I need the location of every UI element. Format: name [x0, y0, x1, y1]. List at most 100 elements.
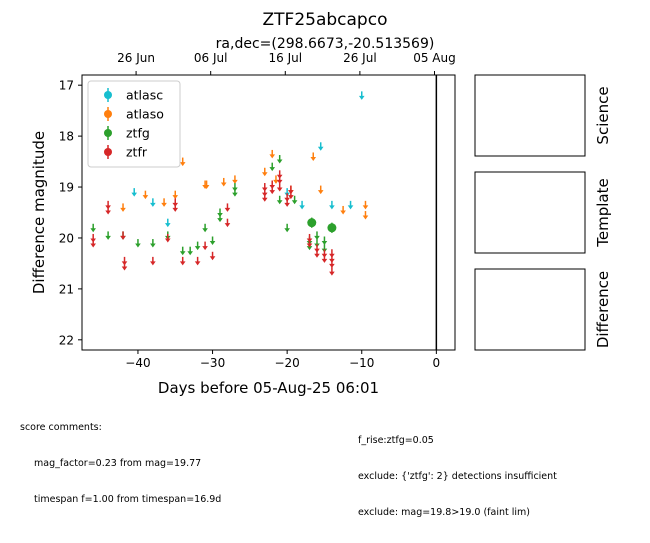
ztfr-upper-limit [90, 239, 96, 248]
atlaso-upper-limit [317, 185, 324, 195]
atlaso-upper-limit [203, 180, 210, 189]
ztfr-upper-limit-arrow [321, 258, 328, 263]
ztfr-upper-limit [172, 203, 179, 212]
ztfg-upper-limit-arrow [90, 228, 96, 233]
ztfr-upper-limit [150, 256, 156, 266]
atlaso-upper-limit-arrow [220, 182, 227, 187]
atlasc-upper-limit-arrow [299, 205, 305, 210]
ztfr-upper-limit [202, 241, 208, 251]
ztfr-upper-limit [120, 231, 126, 240]
y-tick-label: 17 [59, 79, 74, 93]
ztfg-upper-limit [194, 241, 201, 251]
ztfr-upper-limit-arrow [194, 261, 201, 266]
y-tick-label: 21 [59, 282, 74, 296]
ztfr-upper-limit [314, 249, 320, 258]
ztfr-upper-limit-arrow [90, 243, 96, 248]
atlaso-upper-limit-arrow [232, 179, 238, 184]
y-axis-label: Difference magnitude [30, 131, 48, 294]
ztfg-upper-limit [276, 155, 283, 164]
data-layer [90, 91, 369, 276]
chart-title: ZTF25abcapco [263, 10, 388, 30]
x-tick-label: −30 [200, 356, 225, 370]
ztfr-upper-limit-arrow [276, 179, 283, 184]
comment-line: exclude: mag=19.8>19.0 (faint lim) [358, 507, 530, 518]
atlaso-upper-limit [362, 211, 369, 220]
figure: ZTF25abcapco ra,dec=(298.6673,-20.513569… [20, 10, 612, 518]
y-tick-label: 20 [59, 231, 74, 245]
ztfg-upper-limit-arrow [187, 251, 193, 256]
lightcurve-chart: ZTF25abcapco ra,dec=(298.6673,-20.513569… [30, 10, 612, 397]
ztfg-upper-limit [291, 195, 298, 205]
ztfg-upper-limit-arrow [209, 241, 216, 246]
ztfr-upper-limit [105, 205, 111, 215]
atlasc-upper-limit-arrow [150, 202, 156, 207]
top-axis-tick-label: 26 Jun [117, 51, 155, 65]
ztfr-upper-limit-arrow [172, 207, 179, 212]
atlasc-upper-limit-arrow [164, 223, 171, 228]
x-tick-label: −40 [125, 356, 150, 370]
legend-box [87, 80, 181, 168]
legend-label: atlaso [126, 107, 164, 122]
ztfr-upper-limit [121, 261, 128, 271]
ztfg-upper-limit [269, 162, 276, 172]
legend: atlasc atlaso ztfg ztfr [87, 80, 181, 168]
ztfg-upper-limit-arrow [179, 251, 186, 256]
atlaso-upper-limit-arrow [161, 202, 167, 207]
ztfg-upper-limit [314, 231, 320, 240]
ztfr-upper-limit [179, 256, 186, 266]
atlasc-upper-limit [164, 218, 171, 228]
legend-marker [104, 91, 112, 99]
x-axis-label: Days before 05-Aug-25 06:01 [158, 379, 379, 397]
atlaso-upper-limit-arrow [362, 215, 369, 220]
template-panel-label: Template [594, 178, 612, 247]
atlasc-upper-limit-arrow [329, 205, 335, 210]
ztfg-upper-limit [284, 223, 290, 233]
ztfg-upper-limit-arrow [150, 243, 156, 248]
atlaso-upper-limit-arrow [269, 154, 276, 159]
y-tick-label: 18 [59, 130, 74, 144]
ztfg-upper-limit [135, 239, 141, 248]
ztfr-upper-limit [306, 239, 313, 248]
atlaso-upper-limit-arrow [120, 207, 126, 212]
ztfr-upper-limit-arrow [329, 263, 335, 268]
ztfg-upper-limit [105, 231, 111, 240]
atlaso-upper-limit-arrow [273, 179, 279, 184]
ztfr-upper-limit-arrow [164, 238, 171, 243]
ztfr-upper-limit-arrow [150, 261, 156, 266]
legend-label: ztfr [126, 145, 148, 160]
ztfg-upper-limit-arrow [269, 167, 276, 172]
ztfr-upper-limit-arrow [224, 223, 231, 228]
ztfr-upper-limit [276, 183, 283, 192]
ztfr-upper-limit-arrow [105, 210, 111, 215]
score-comments-left: score comments: mag_factor=0.23 from mag… [20, 398, 221, 530]
ztfg-upper-limit [150, 239, 156, 248]
ztfr-upper-limit-arrow [209, 256, 216, 261]
atlaso-upper-limit [179, 157, 186, 167]
ztfr-upper-limit [261, 193, 268, 202]
ztfr-upper-limit-arrow [284, 202, 290, 207]
ztfg-upper-limit-arrow [217, 213, 223, 217]
ztfg-upper-limit [202, 223, 208, 233]
ztfr-upper-limit [164, 233, 171, 243]
ztfg-upper-limit [90, 223, 96, 233]
top-axis-tick-label: 06 Jul [194, 51, 228, 65]
top-axis-tick-label: 05 Aug [413, 51, 456, 65]
ztfr-upper-limit-arrow [261, 197, 268, 202]
ztfg-upper-limit [179, 246, 186, 256]
ztfr-upper-limit [284, 198, 290, 207]
ztfr-upper-limit-arrow [121, 266, 128, 271]
ztfg-upper-limit [187, 246, 193, 256]
atlaso-upper-limit-arrow [142, 195, 149, 200]
atlasc-upper-limit [347, 200, 354, 210]
ztfg-upper-limit-arrow [306, 246, 313, 251]
ztfg-upper-limit [321, 236, 328, 246]
ztfg-upper-limit-arrow [276, 159, 283, 164]
ztfr-upper-limit [288, 190, 294, 200]
ztfr-upper-limit [329, 259, 335, 268]
legend-marker [104, 110, 112, 118]
ztfr-upper-limit [209, 251, 216, 261]
atlaso-upper-limit [161, 198, 167, 207]
ztfg-upper-limit [209, 236, 216, 246]
atlaso-upper-limit [232, 175, 238, 184]
atlaso-upper-limit [220, 177, 227, 187]
